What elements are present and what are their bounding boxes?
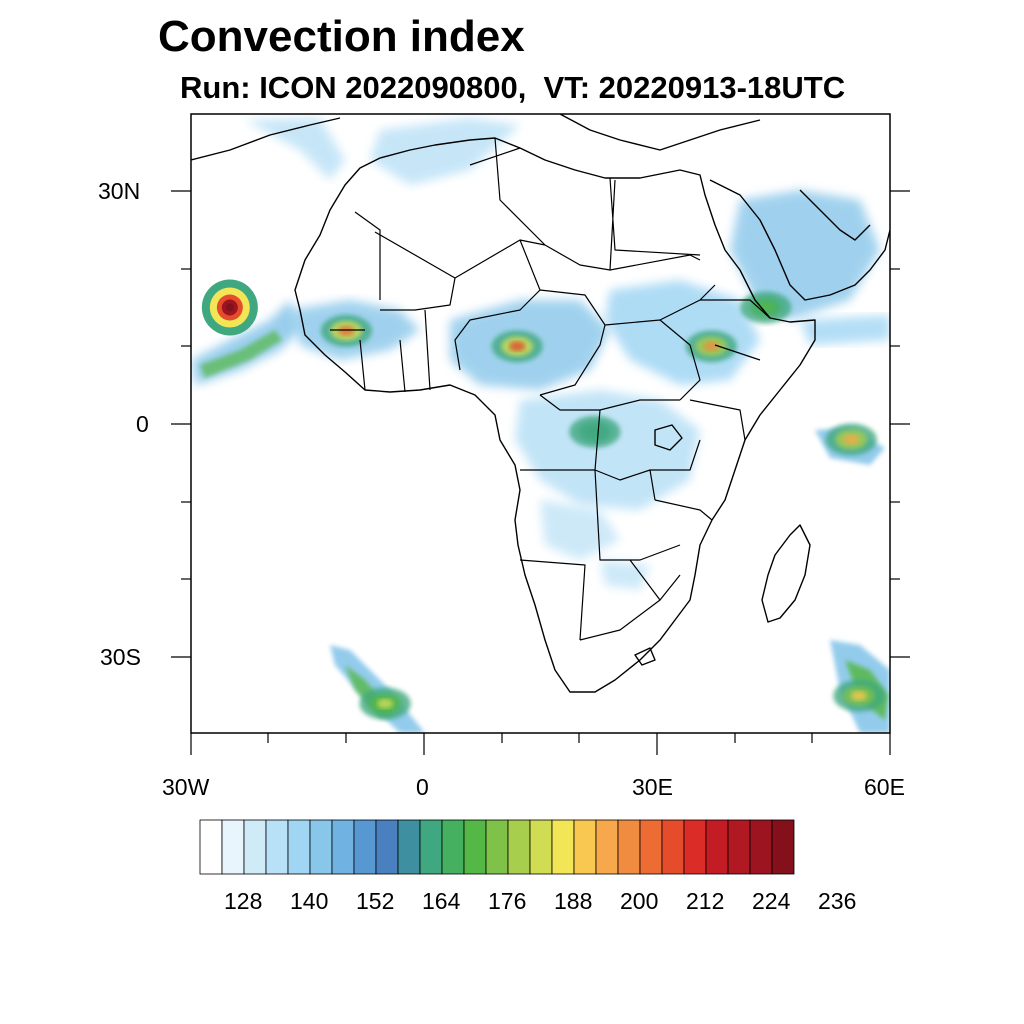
colorbar-box bbox=[727, 819, 751, 875]
axis-ticks bbox=[171, 190, 910, 755]
lon-label-30w: 30W bbox=[162, 774, 210, 800]
africa-coastline bbox=[294, 137, 816, 693]
colorbar-box bbox=[199, 819, 223, 875]
madagascar-coastline bbox=[761, 524, 811, 623]
lat-label-30s: 30S bbox=[100, 644, 141, 670]
europe-coastline bbox=[191, 114, 761, 161]
colorbar-box bbox=[243, 819, 267, 875]
convection-core-south-indian-band bbox=[850, 690, 867, 701]
lon-label-30e: 30E bbox=[632, 774, 673, 800]
colorbar-box bbox=[397, 819, 421, 875]
colorbar-box bbox=[441, 819, 465, 875]
colorbar-label: 236 bbox=[818, 888, 857, 914]
coastlines bbox=[191, 114, 890, 693]
colorbar-box bbox=[485, 819, 509, 875]
convection-cores bbox=[201, 279, 885, 720]
convection-field bbox=[192, 118, 890, 733]
convection-core-guinea-sahel bbox=[338, 325, 355, 336]
colorbar-label: 188 bbox=[554, 888, 593, 914]
colorbar-box bbox=[331, 819, 355, 875]
convection-storm-arm-core bbox=[200, 330, 282, 378]
colorbar-label: 128 bbox=[224, 888, 263, 914]
colorbar-label: 140 bbox=[290, 888, 329, 914]
colorbar-box bbox=[705, 819, 729, 875]
colorbar-box bbox=[419, 819, 443, 875]
convection-congo bbox=[515, 390, 700, 510]
colorbar-label: 212 bbox=[686, 888, 725, 914]
storm-ring bbox=[225, 303, 234, 312]
colorbar-box bbox=[617, 819, 641, 875]
lon-label-0: 0 bbox=[416, 774, 429, 800]
convection-core-yemen bbox=[757, 302, 774, 313]
colorbar-box bbox=[771, 819, 795, 875]
convection-east-africa bbox=[605, 280, 760, 385]
colorbar-label: 176 bbox=[488, 888, 527, 914]
lake-victoria bbox=[654, 424, 683, 451]
colorbar-box bbox=[529, 819, 553, 875]
arabia-coastline bbox=[709, 179, 890, 301]
colorbar-box bbox=[375, 819, 399, 875]
colorbar-box bbox=[639, 819, 663, 875]
convection-core-south-atlantic-band bbox=[377, 698, 394, 709]
colorbar-box bbox=[287, 819, 311, 875]
colorbar-label: 224 bbox=[752, 888, 791, 914]
convection-core-nigeria-chad bbox=[509, 341, 526, 352]
chart-subtitle: Run: ICON 2022090800, VT: 20220913-18UTC bbox=[180, 70, 846, 105]
colorbar-box bbox=[353, 819, 377, 875]
colorbar-box bbox=[661, 819, 685, 875]
convection-core-ethiopia bbox=[703, 341, 720, 352]
colorbar-box bbox=[265, 819, 289, 875]
persian-gulf-coast bbox=[799, 189, 871, 241]
convection-core-congo-basin bbox=[586, 426, 603, 437]
convection-gulf-aden bbox=[800, 315, 890, 345]
colorbar bbox=[199, 819, 795, 875]
colorbar-box bbox=[573, 819, 597, 875]
lat-label-30n: 30N bbox=[98, 178, 141, 204]
convection-south-africa bbox=[540, 500, 650, 590]
colorbar-box bbox=[507, 819, 531, 875]
chart-title: Convection index bbox=[158, 12, 525, 61]
convection-yemen bbox=[730, 190, 880, 320]
colorbar-box bbox=[749, 819, 773, 875]
lat-label-0: 0 bbox=[136, 411, 149, 437]
colorbar-box bbox=[221, 819, 245, 875]
country-borders bbox=[330, 137, 771, 641]
colorbar-box bbox=[463, 819, 487, 875]
colorbar-box bbox=[683, 819, 707, 875]
colorbar-label: 152 bbox=[356, 888, 395, 914]
colorbar-box bbox=[309, 819, 333, 875]
lake-lesotho bbox=[634, 647, 656, 666]
colorbar-label: 200 bbox=[620, 888, 659, 914]
colorbar-box bbox=[595, 819, 619, 875]
colorbar-box bbox=[551, 819, 575, 875]
lon-label-60e: 60E bbox=[864, 774, 905, 800]
convection-core-indian-ocean bbox=[843, 434, 860, 445]
colorbar-label: 164 bbox=[422, 888, 461, 914]
convection-north-band bbox=[245, 118, 520, 185]
